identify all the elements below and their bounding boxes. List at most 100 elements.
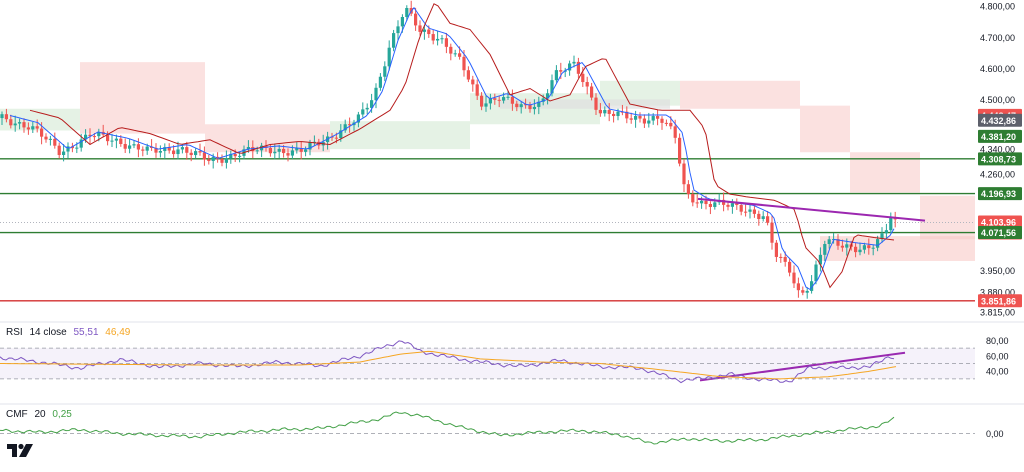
candle-body bbox=[664, 122, 668, 124]
candle-body bbox=[286, 153, 290, 156]
price-axis-tick: 4.600,00 bbox=[980, 64, 1015, 74]
candle-body bbox=[238, 155, 242, 157]
candle-body bbox=[669, 122, 673, 127]
candle-body bbox=[774, 242, 778, 257]
candle-body bbox=[497, 99, 501, 101]
candle-body bbox=[673, 126, 677, 138]
candle-body bbox=[383, 66, 387, 77]
cmf-value: 0,25 bbox=[52, 409, 72, 420]
candle-body bbox=[211, 156, 215, 161]
price-tag bbox=[978, 113, 1022, 127]
candle-body bbox=[739, 205, 743, 212]
candle-body bbox=[167, 147, 171, 151]
price-tag-label: 4.381,20 bbox=[981, 132, 1016, 142]
candle-body bbox=[506, 96, 510, 98]
candle-body bbox=[356, 114, 360, 123]
candle-body bbox=[35, 126, 39, 129]
candle-body bbox=[62, 151, 66, 155]
candle-body bbox=[202, 152, 206, 160]
candle-body bbox=[361, 109, 365, 115]
candle-body bbox=[691, 194, 695, 203]
candle-body bbox=[158, 151, 162, 153]
candle-body bbox=[444, 38, 448, 47]
rsi-value: 55,51 bbox=[73, 327, 99, 338]
price-tag-label: 4.103,96 bbox=[981, 217, 1016, 227]
candle-body bbox=[246, 147, 250, 150]
cmf-legend[interactable]: CMF 20 0,25 bbox=[6, 409, 76, 420]
candle-body bbox=[304, 149, 308, 152]
candle-body bbox=[440, 38, 444, 40]
rsi-axis-tick: 60,00 bbox=[986, 351, 1009, 361]
candle-body bbox=[75, 147, 79, 149]
candle-body bbox=[22, 122, 26, 128]
candle-body bbox=[92, 136, 96, 138]
candle-body bbox=[854, 246, 858, 253]
candle-body bbox=[378, 76, 382, 88]
candle-body bbox=[783, 256, 787, 262]
candle-body bbox=[273, 151, 277, 154]
candle-body bbox=[176, 149, 180, 155]
price-axis-tick: 4.800,00 bbox=[980, 2, 1015, 12]
candle-body bbox=[53, 138, 57, 146]
candle-body bbox=[18, 122, 22, 124]
candle-body bbox=[189, 152, 193, 156]
candle-body bbox=[581, 73, 585, 83]
candle-body bbox=[370, 100, 374, 108]
candle-body bbox=[700, 200, 704, 204]
candle-body bbox=[97, 131, 101, 137]
candle-body bbox=[757, 213, 761, 219]
rsi-axis-tick: 40,00 bbox=[986, 367, 1009, 377]
candle-body bbox=[427, 29, 431, 35]
cmf-params: 20 bbox=[34, 409, 46, 420]
candle-body bbox=[136, 144, 140, 150]
candle-body bbox=[405, 7, 409, 18]
candle-body bbox=[154, 147, 158, 153]
price-tag-label: 4.196,93 bbox=[981, 189, 1016, 199]
candle-body bbox=[422, 29, 426, 32]
candle-body bbox=[546, 93, 550, 99]
candle-body bbox=[0, 114, 4, 119]
candle-body bbox=[537, 101, 541, 107]
candle-body bbox=[334, 137, 338, 139]
candle-body bbox=[845, 244, 849, 248]
candle-body bbox=[568, 63, 572, 71]
candle-body bbox=[603, 109, 607, 114]
candle-body bbox=[449, 46, 453, 54]
candle-body bbox=[827, 239, 831, 245]
candle-body bbox=[414, 13, 418, 26]
candle-body bbox=[748, 209, 752, 212]
candle-body bbox=[198, 151, 202, 153]
candle-body bbox=[339, 130, 343, 139]
price-axis-tick: 3.880,00 bbox=[980, 288, 1015, 298]
candle-body bbox=[867, 245, 871, 249]
candle-body bbox=[312, 141, 316, 143]
candles-group bbox=[0, 0, 897, 299]
candle-body bbox=[801, 290, 805, 293]
candle-body bbox=[220, 159, 224, 163]
cloud-segment bbox=[820, 236, 975, 261]
price-tag bbox=[978, 152, 1022, 166]
candle-body bbox=[475, 84, 479, 96]
candle-body bbox=[484, 103, 488, 107]
candle-body bbox=[528, 104, 532, 110]
candle-body bbox=[510, 96, 514, 104]
candle-body bbox=[44, 136, 48, 140]
candle-body bbox=[57, 145, 61, 155]
candle-body bbox=[572, 61, 576, 64]
candle-body bbox=[818, 254, 822, 265]
candle-body bbox=[660, 118, 664, 123]
candle-body bbox=[730, 203, 734, 207]
candle-body bbox=[436, 38, 440, 41]
candle-body bbox=[282, 148, 286, 154]
candle-body bbox=[4, 114, 8, 120]
cloud-segment bbox=[80, 62, 205, 134]
candle-body bbox=[348, 124, 352, 126]
rsi-legend[interactable]: RSI 14 close 55,51 46,49 bbox=[6, 327, 134, 338]
candle-body bbox=[576, 61, 580, 74]
price-tag bbox=[978, 129, 1022, 143]
cloud-segment bbox=[500, 99, 670, 109]
candle-body bbox=[871, 247, 875, 249]
candle-body bbox=[308, 142, 312, 150]
